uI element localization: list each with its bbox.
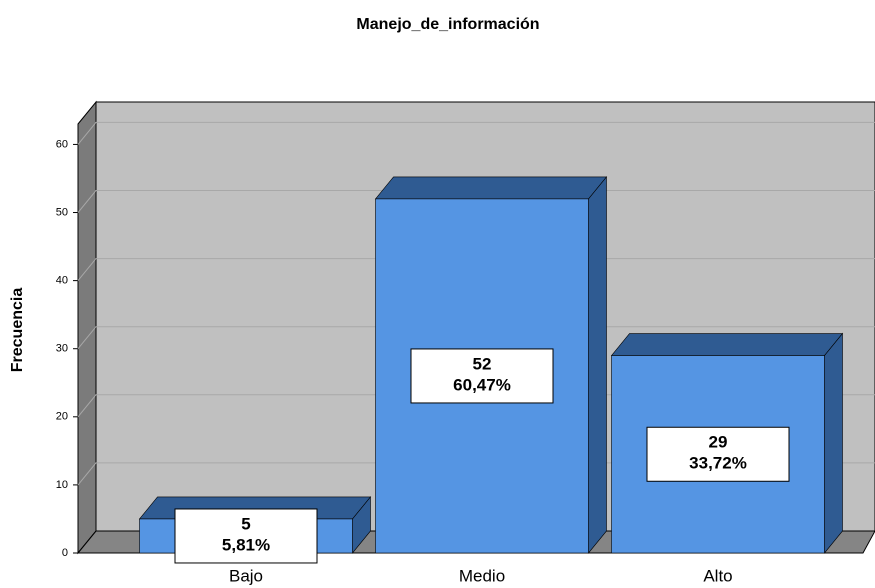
y-tick-label: 60 <box>56 138 68 150</box>
percentage-label: 5,81% <box>222 535 270 554</box>
value-label: 52 <box>473 354 492 373</box>
grid-line <box>77 326 875 350</box>
label-box <box>174 508 318 564</box>
chart-title: Manejo_de_información <box>356 16 539 33</box>
grid-line <box>77 258 875 281</box>
label-box <box>646 426 790 482</box>
x-tick-label: Alto <box>703 566 732 585</box>
value-label: 5 <box>241 514 250 533</box>
x-tick-label: Medio <box>459 566 505 585</box>
left-wall <box>77 100 97 555</box>
y-tick-label: 0 <box>62 547 68 559</box>
bar-side <box>588 176 607 554</box>
y-tick-label: 40 <box>56 275 68 287</box>
y-axis-label: Frecuencia <box>9 288 26 373</box>
y-tick-label: 30 <box>56 343 68 355</box>
x-tick-label: Bajo <box>229 566 263 585</box>
label-box <box>410 348 554 404</box>
value-label: 29 <box>709 433 728 452</box>
bar-top <box>610 333 844 356</box>
grid-line <box>77 121 875 145</box>
y-tick-label: 20 <box>56 411 68 423</box>
percentage-label: 33,72% <box>689 454 747 473</box>
percentage-label: 60,47% <box>453 375 511 394</box>
y-tick-label: 10 <box>56 479 68 491</box>
bar-side <box>824 332 843 554</box>
y-tick-label: 50 <box>56 206 68 218</box>
bar-top <box>374 176 608 200</box>
grid-line <box>77 190 875 213</box>
